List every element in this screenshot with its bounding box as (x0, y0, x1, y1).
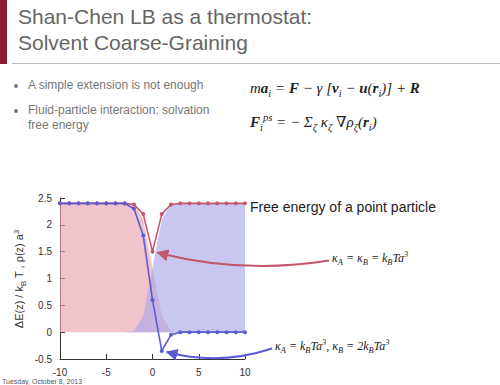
svg-text:0: 0 (46, 327, 52, 338)
html-text:m ai= F − γ [vi− u (ri)] + R: m ai= F − γ [vi− u (ri)] + R (250, 80, 420, 99)
svg-text:0: 0 (150, 367, 156, 378)
svg-text:10: 10 (239, 367, 251, 378)
html-text:Shan-Chen LB as a thermostat:: Shan-Chen LB as a thermostat: (18, 5, 313, 28)
svg-text:-0.5: -0.5 (35, 354, 53, 365)
html-text:T , ρ(z) a: T , ρ(z) a (13, 234, 26, 281)
html-text:κA= kBTa3, κB= 2kBTa3: κA= kBTa3, κB= 2kBTa3 (275, 338, 390, 356)
html-text:3: 3 (11, 229, 21, 235)
svg-text:-10: -10 (53, 367, 68, 378)
html-text:Fi: Fi (250, 114, 263, 133)
svg-text:0.5: 0.5 (38, 300, 52, 311)
html-text:Tuesday, October 8, 2013: Tuesday, October 8, 2013 (2, 378, 83, 385)
html-text:Solvent Coarse-Graining: Solvent Coarse-Graining (18, 31, 248, 54)
svg-text:1: 1 (46, 273, 52, 284)
svg-text:5: 5 (196, 367, 202, 378)
html-text:B: B (19, 280, 29, 286)
svg-text:-5: -5 (102, 367, 111, 378)
html-text:ΔE(z) / k: ΔE(z) / k (13, 286, 26, 329)
html-text:κA= κB= kBTa3: κA= κB= kBTa3 (332, 250, 409, 268)
html-text:Free energy of a point particl: Free energy of a point particle (250, 199, 436, 215)
svg-text:1.5: 1.5 (38, 246, 52, 257)
html-text:A simple extension is not enou: A simple extension is not enough (28, 78, 204, 92)
svg-text:2.5: 2.5 (38, 193, 52, 204)
html-text:ps= − Σζκζ∇ρζ(ri): ps= − Σζκζ∇ρζ(ri) (262, 112, 377, 133)
svg-text:2: 2 (46, 219, 52, 230)
html-text:Fluid-particle interaction: so: Fluid-particle interaction: solvation fr… (28, 103, 210, 132)
